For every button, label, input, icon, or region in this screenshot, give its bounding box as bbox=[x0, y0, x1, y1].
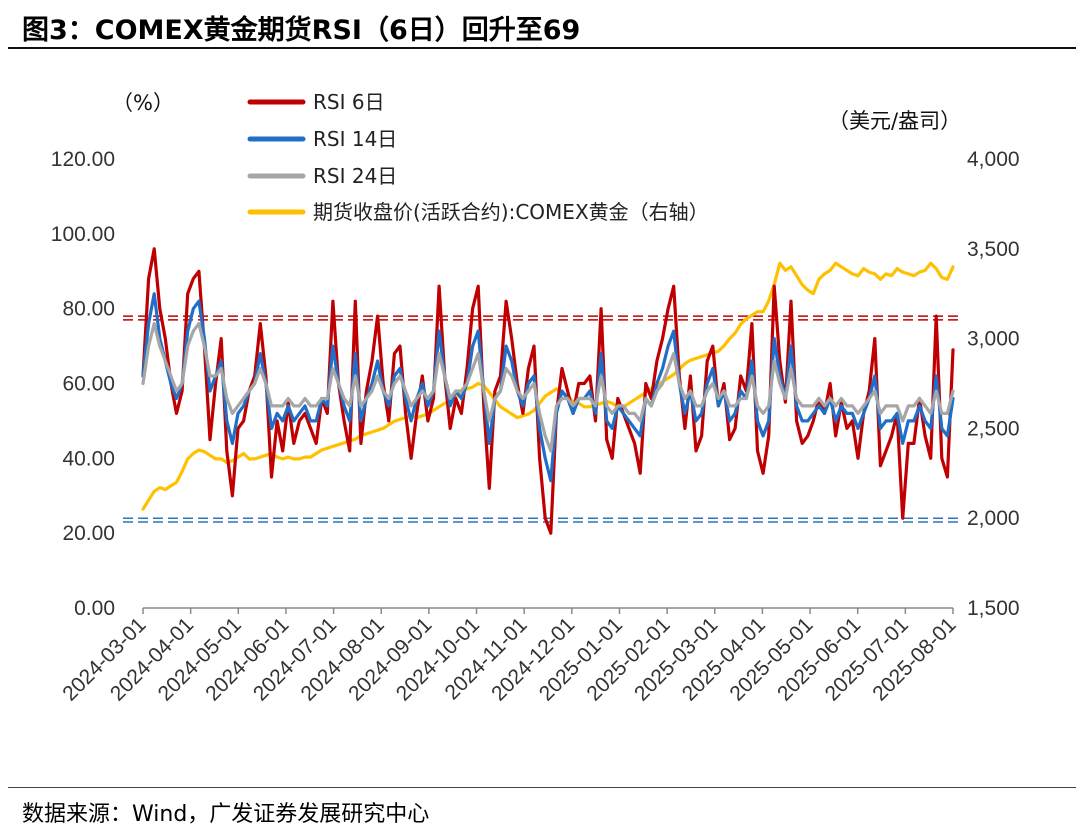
left-axis-unit: （%） bbox=[112, 91, 174, 115]
left-axis-tick-label: 20.00 bbox=[62, 522, 115, 545]
left-axis-tick-label: 60.00 bbox=[62, 373, 115, 396]
chart-title: 图3：COMEX黄金期货RSI（6日）回升至69 bbox=[22, 15, 581, 46]
left-axis-tick-label: 80.00 bbox=[62, 298, 115, 321]
series-line-2 bbox=[141, 322, 955, 453]
right-axis-tick-label: 2,000 bbox=[967, 507, 1020, 530]
legend-label: RSI 6日 bbox=[313, 90, 385, 114]
legend-label: 期货收盘价(活跃合约):COMEX黄金（右轴） bbox=[313, 200, 709, 224]
source-note: 数据来源：Wind，广发证券发展研究中心 bbox=[22, 802, 430, 827]
chart-svg: 2024-03-012024-04-012024-05-012024-06-01… bbox=[51, 90, 1020, 705]
right-axis-tick-label: 3,500 bbox=[967, 238, 1020, 261]
title-underline bbox=[8, 47, 1076, 49]
series-line-1 bbox=[141, 292, 955, 483]
series-line-0 bbox=[141, 247, 955, 535]
source-divider bbox=[8, 787, 1076, 788]
left-axis-tick-label: 0.00 bbox=[74, 597, 115, 620]
right-axis-tick-label: 2,500 bbox=[967, 417, 1020, 440]
left-axis-tick-label: 120.00 bbox=[51, 148, 115, 171]
left-axis-tick-label: 40.00 bbox=[62, 447, 115, 470]
right-axis-tick-label: 3,000 bbox=[967, 328, 1020, 351]
left-axis-tick-label: 100.00 bbox=[51, 223, 115, 246]
right-axis-unit: （美元/盎司） bbox=[828, 109, 961, 133]
legend-label: RSI 14日 bbox=[313, 127, 397, 151]
right-axis-tick-label: 4,000 bbox=[967, 148, 1020, 171]
right-axis-tick-label: 1,500 bbox=[967, 597, 1020, 620]
legend-label: RSI 24日 bbox=[313, 164, 397, 188]
series-line-3 bbox=[141, 261, 955, 511]
